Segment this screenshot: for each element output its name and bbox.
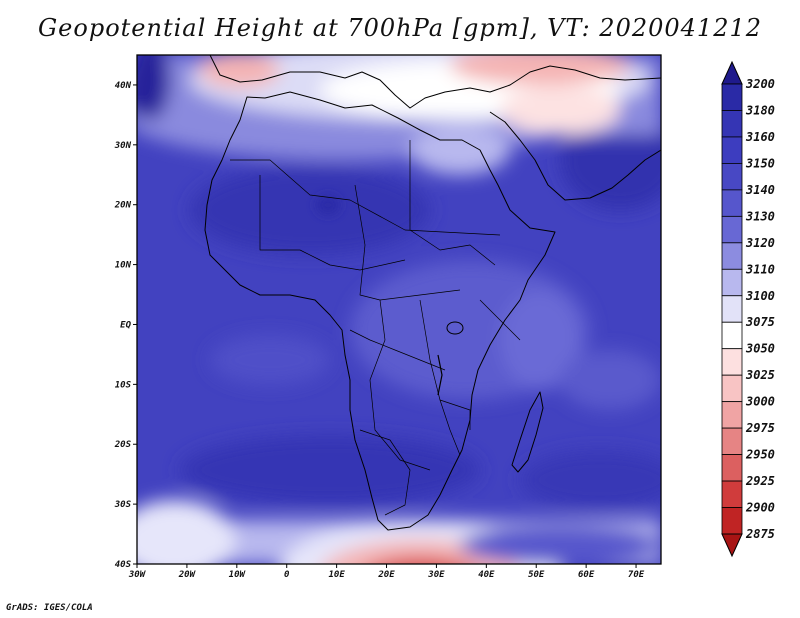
lat-tick-label: 20S bbox=[114, 440, 132, 450]
colorbar-label: 3075 bbox=[745, 315, 775, 329]
colorbar-segment bbox=[721, 215, 743, 244]
colorbar-segment bbox=[721, 348, 743, 376]
madagascar-coastline bbox=[511, 391, 544, 473]
lon-tick-label: 30W bbox=[128, 570, 147, 580]
colorbar-label: 3150 bbox=[745, 156, 775, 170]
colorbar-label: 3180 bbox=[745, 103, 775, 117]
coastlines bbox=[204, 55, 661, 531]
latitude-axis: 40N 30N 20N 10N EQ 10S 20S 30S 40S bbox=[114, 81, 137, 570]
colorbar-segment bbox=[721, 136, 743, 164]
colorbar-bottom-arrow bbox=[721, 533, 743, 558]
colorbar-label: 3120 bbox=[745, 236, 775, 250]
longitude-axis: 30W 20W 10W 0 10E 20E 30E 40E 50E 60E 70E bbox=[128, 564, 645, 580]
colorbar-segment bbox=[721, 374, 743, 403]
colorbar-label: 2925 bbox=[745, 474, 775, 488]
plot-frame bbox=[136, 54, 662, 565]
colorbar: 3200 3180 3160 3150 3140 3130 3120 3110 3100 3075… bbox=[721, 60, 775, 558]
colorbar-label: 3050 bbox=[745, 342, 775, 356]
lat-tick-label: 10S bbox=[115, 380, 132, 390]
arabia-coastline bbox=[489, 111, 661, 201]
colorbar-segment bbox=[721, 454, 743, 482]
lon-tick-label: 20E bbox=[377, 570, 395, 580]
colorbar-label: 2975 bbox=[745, 421, 775, 435]
colorbar-label: 3160 bbox=[745, 130, 775, 144]
credit-text: GrADS: IGES/COLA bbox=[6, 603, 93, 613]
europe-coastline bbox=[209, 55, 661, 109]
lon-tick-label: 60E bbox=[578, 570, 595, 580]
lat-tick-label: 30S bbox=[114, 500, 132, 510]
colorbar-label: 3000 bbox=[745, 395, 775, 409]
lon-tick-label: 20W bbox=[178, 570, 197, 580]
lon-tick-label: 40E bbox=[478, 570, 495, 580]
height-field bbox=[137, 55, 661, 564]
lat-tick-label: 20N bbox=[114, 201, 132, 211]
colorbar-segment bbox=[721, 268, 743, 297]
colorbar-segment bbox=[721, 321, 743, 350]
colorbar-segment bbox=[721, 427, 743, 455]
colorbar-label: 3110 bbox=[745, 262, 775, 276]
colorbar-segment bbox=[721, 83, 743, 111]
colorbar-segment bbox=[721, 110, 743, 138]
lon-tick-label: 10W bbox=[229, 570, 247, 580]
country-borders bbox=[230, 140, 521, 516]
colorbar-label: 3025 bbox=[745, 368, 775, 382]
colorbar-segment bbox=[721, 295, 743, 323]
colorbar-segment bbox=[721, 242, 743, 270]
colorbar-segment bbox=[721, 189, 743, 217]
lon-tick-label: 0 bbox=[284, 570, 290, 580]
colorbar-segment bbox=[721, 163, 743, 191]
lake-victoria bbox=[446, 321, 464, 335]
lat-tick-label: 40S bbox=[115, 560, 132, 570]
map-title: Geopotential Height at 700hPa [gpm], VT:… bbox=[38, 14, 762, 42]
colorbar-label: 3100 bbox=[745, 289, 775, 303]
colorbar-label: 3140 bbox=[745, 183, 775, 197]
colorbar-segment bbox=[721, 507, 743, 535]
lat-tick-label: 10N bbox=[115, 261, 132, 271]
colorbar-top-arrow bbox=[721, 60, 743, 85]
africa-coastline bbox=[204, 91, 556, 531]
colorbar-label: 3200 bbox=[745, 77, 775, 91]
lat-tick-label: 40N bbox=[115, 81, 132, 91]
colorbar-label: 3130 bbox=[745, 209, 775, 223]
lat-tick-label: 30N bbox=[114, 141, 132, 151]
lon-tick-label: 30E bbox=[427, 570, 445, 580]
colorbar-segment bbox=[721, 480, 743, 508]
lon-tick-label: 70E bbox=[628, 570, 645, 580]
lon-tick-label: 50E bbox=[528, 570, 545, 580]
colorbar-label: 2875 bbox=[745, 527, 775, 541]
lake-tanganyika bbox=[437, 354, 443, 396]
lat-tick-label: EQ bbox=[120, 320, 131, 330]
colorbar-label: 2950 bbox=[745, 448, 775, 462]
colorbar-label: 2900 bbox=[745, 501, 775, 515]
lon-tick-label: 10E bbox=[328, 570, 345, 580]
colorbar-segment bbox=[721, 401, 743, 429]
